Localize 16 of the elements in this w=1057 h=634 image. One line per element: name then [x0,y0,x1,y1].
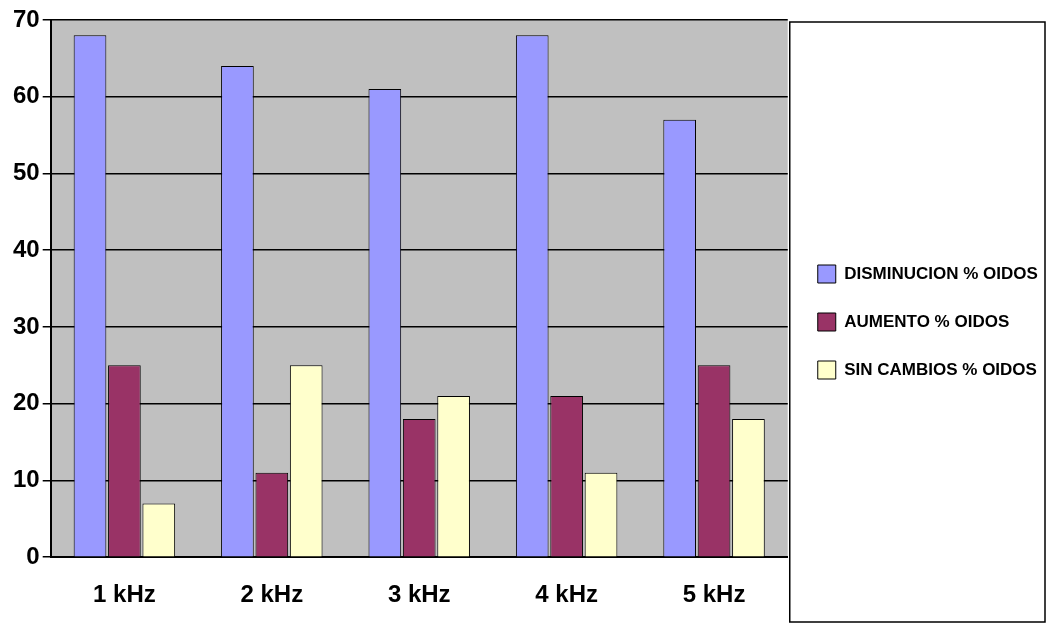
legend-label: SIN CAMBIOS % OIDOS [844,359,1037,379]
x-tick-label: 2 kHz [240,580,304,608]
y-tick-label: 40 [12,234,40,262]
y-tick-label: 30 [12,311,40,339]
legend-label: DISMINUCION % OIDOS [844,263,1038,283]
x-tick-label: 4 kHz [535,580,598,608]
y-tick-label: 60 [12,81,40,109]
y-tick-label: 0 [26,541,40,569]
y-tick-label: 70 [12,4,40,32]
y-tick-label: 20 [12,388,40,416]
x-tick-label: 5 kHz [682,580,746,608]
y-tick-label: 50 [12,158,40,186]
y-tick-label: 10 [12,465,40,493]
x-tick-label: 1 kHz [93,580,156,608]
x-tick-label: 3 kHz [387,580,451,608]
legend-label: AUMENTO % OIDOS [844,311,1010,331]
